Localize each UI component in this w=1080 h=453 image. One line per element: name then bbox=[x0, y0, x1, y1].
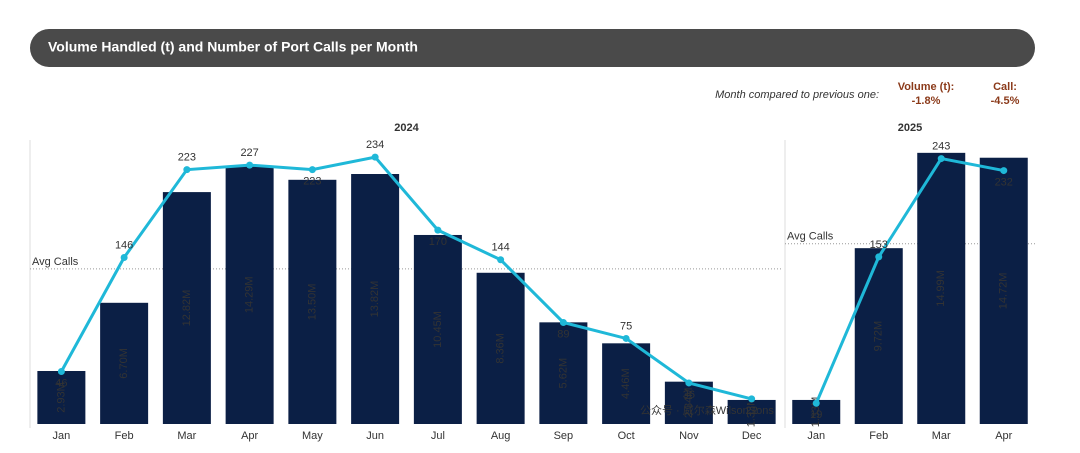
x-tick-label: Dec bbox=[742, 430, 762, 442]
bar-value-label: 12.82M bbox=[181, 290, 193, 327]
calls-value-label: 232 bbox=[995, 176, 1013, 188]
bar-value-label: 13.82M bbox=[369, 281, 381, 318]
call-change: -4.5% bbox=[991, 95, 1020, 107]
calls-point bbox=[812, 399, 820, 407]
x-tick-label: Oct bbox=[618, 430, 635, 442]
watermark: 公众号 · 威尔森WilsonSons bbox=[640, 403, 774, 417]
calls-value-label: 144 bbox=[491, 242, 509, 254]
bar bbox=[413, 234, 462, 424]
bar bbox=[917, 152, 966, 424]
calls-point bbox=[1000, 167, 1008, 175]
calls-point bbox=[937, 155, 945, 163]
x-tick-label: Jul bbox=[431, 430, 445, 442]
bar bbox=[979, 157, 1028, 424]
bar-value-label: 2.34M bbox=[683, 388, 695, 419]
calls-value-label: 36 bbox=[683, 389, 695, 401]
bar bbox=[37, 370, 86, 424]
x-tick-label: Mar bbox=[177, 430, 196, 442]
bar bbox=[162, 192, 211, 424]
calls-value-label: 223 bbox=[303, 176, 321, 188]
calls-value-label: 153 bbox=[870, 239, 888, 251]
volume-change: -1.8% bbox=[912, 95, 941, 107]
bar-value-label: 10.45M bbox=[432, 311, 444, 348]
bar bbox=[664, 381, 713, 424]
x-tick-label: Apr bbox=[995, 430, 1012, 442]
calls-point bbox=[685, 379, 693, 387]
bar-value-label: 2.93M bbox=[55, 382, 67, 413]
x-tick-label: Jan bbox=[807, 430, 825, 442]
bar bbox=[602, 343, 651, 424]
bar-value-label: 5.62M bbox=[557, 358, 569, 389]
bar-value-label: 14.29M bbox=[244, 276, 256, 313]
bar bbox=[539, 322, 588, 424]
panel-title: 2025 bbox=[898, 122, 922, 134]
bar bbox=[288, 179, 337, 424]
bar-value-label: 8.36M bbox=[495, 333, 507, 364]
calls-point bbox=[875, 253, 883, 261]
calls-value-label: 22 bbox=[746, 405, 758, 417]
calls-value-label: 19 bbox=[810, 409, 822, 421]
bar bbox=[225, 165, 274, 424]
x-tick-label: Aug bbox=[491, 430, 511, 442]
reference-label: Avg Calls bbox=[787, 231, 834, 243]
calls-value-label: 46 bbox=[55, 377, 67, 389]
calls-value-label: 75 bbox=[620, 320, 632, 332]
x-tick-label: Apr bbox=[241, 430, 258, 442]
calls-point bbox=[622, 334, 630, 342]
calls-point bbox=[308, 166, 316, 174]
volume-label: Volume (t): bbox=[898, 81, 955, 93]
x-tick-label: Mar bbox=[932, 430, 951, 442]
bar-value-label: 6.70M bbox=[118, 348, 130, 379]
calls-point bbox=[120, 253, 128, 261]
calls-point bbox=[371, 153, 379, 161]
calls-value-label: 227 bbox=[240, 147, 258, 159]
panel-title: 2024 bbox=[394, 122, 419, 134]
calls-point bbox=[434, 226, 442, 234]
x-tick-label: Feb bbox=[115, 430, 134, 442]
header-bar bbox=[30, 29, 1035, 67]
reference-label: Avg Calls bbox=[32, 256, 79, 268]
bar bbox=[727, 399, 776, 424]
header-title: Volume Handled (t) and Number of Port Ca… bbox=[48, 39, 418, 55]
bar bbox=[351, 174, 400, 424]
bar-value-label: 9.72M bbox=[873, 321, 885, 352]
x-tick-label: Jan bbox=[53, 430, 71, 442]
calls-value-label: 170 bbox=[429, 236, 447, 248]
bar-value-label: 14.72M bbox=[998, 273, 1010, 310]
bar-value-label: 4.46M bbox=[620, 368, 632, 399]
bar bbox=[854, 248, 903, 424]
calls-value-label: 146 bbox=[115, 239, 133, 251]
calls-point bbox=[559, 318, 567, 326]
calls-point bbox=[497, 256, 505, 264]
calls-point bbox=[57, 368, 65, 376]
x-tick-label: Nov bbox=[679, 430, 699, 442]
calls-value-label: 243 bbox=[932, 140, 950, 152]
bar bbox=[100, 302, 149, 424]
bar-value-label: 1.33M bbox=[746, 397, 758, 428]
bar-value-label: 14.99M bbox=[935, 270, 947, 307]
comparison-caption: Month compared to previous one: bbox=[715, 89, 879, 101]
calls-point bbox=[246, 161, 254, 169]
x-tick-label: Jun bbox=[366, 430, 384, 442]
calls-line bbox=[60, 155, 752, 401]
calls-point bbox=[748, 395, 756, 403]
call-label: Call: bbox=[993, 81, 1017, 93]
calls-value-label: 223 bbox=[178, 152, 196, 164]
x-tick-label: Feb bbox=[869, 430, 888, 442]
calls-point bbox=[183, 166, 191, 174]
calls-value-label: 234 bbox=[366, 139, 384, 151]
calls-line bbox=[814, 156, 1005, 404]
x-tick-label: Sep bbox=[554, 430, 574, 442]
x-tick-label: May bbox=[302, 430, 323, 442]
calls-value-label: 89 bbox=[557, 328, 569, 340]
bar bbox=[476, 272, 525, 424]
bar-value-label: 13.50M bbox=[306, 284, 318, 321]
